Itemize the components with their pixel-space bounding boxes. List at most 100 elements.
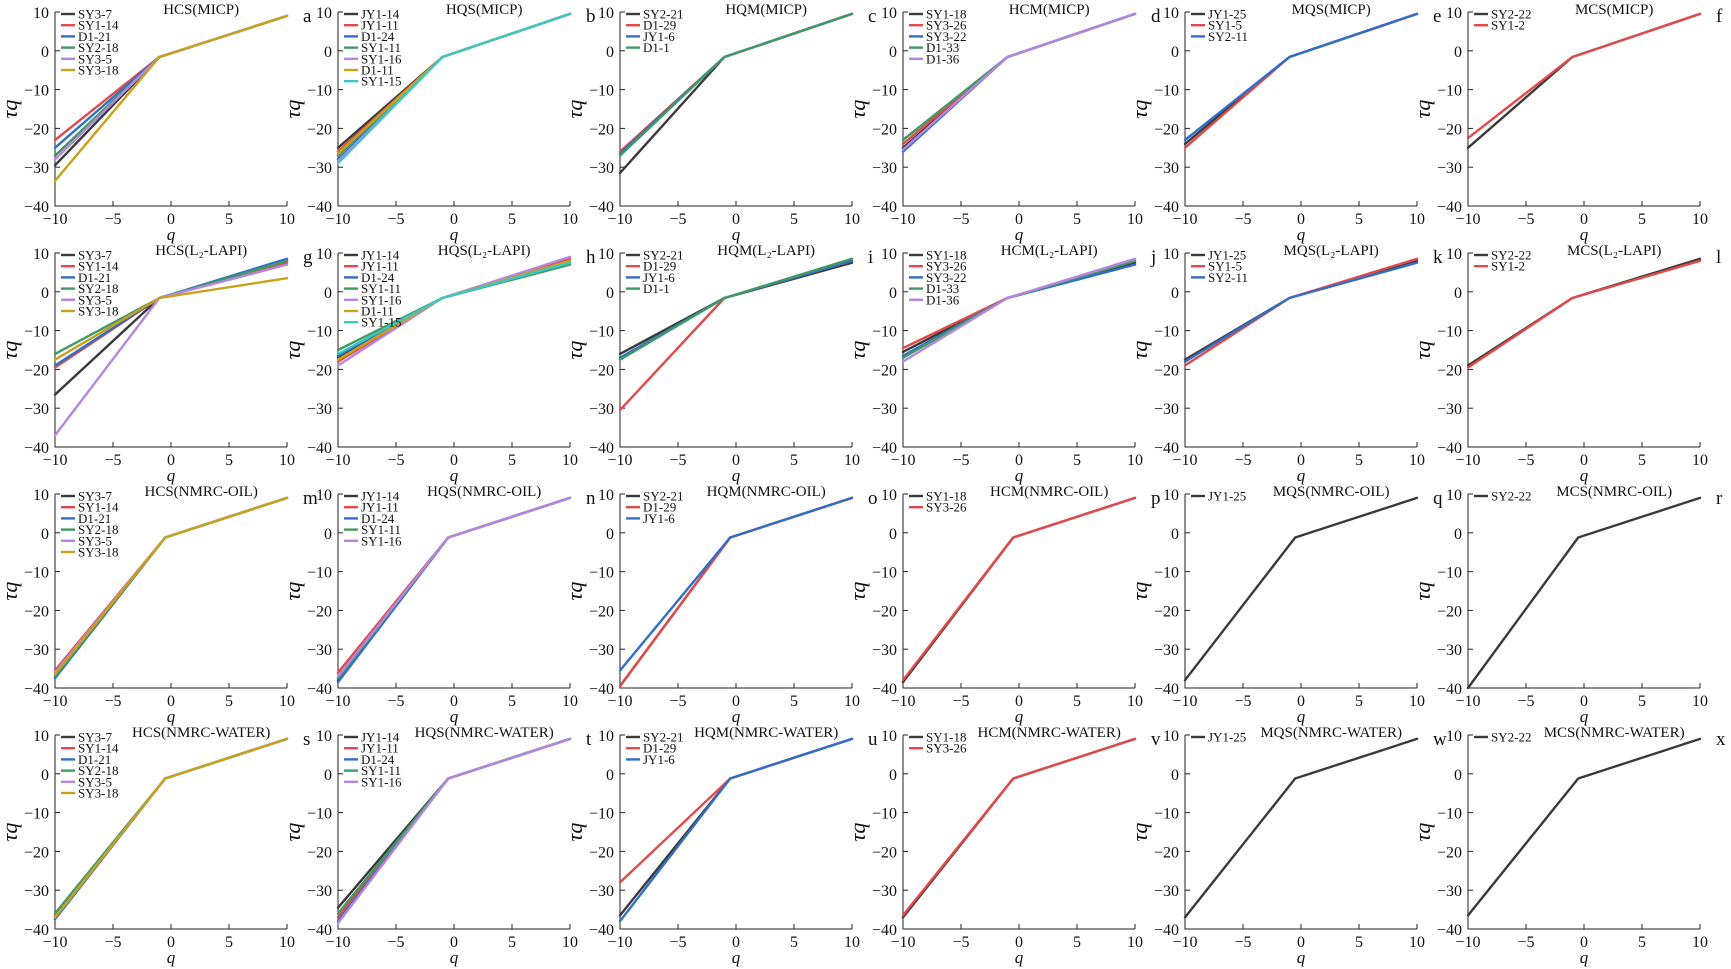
y-tick-label: −10 xyxy=(24,83,49,100)
x-tick-label: 10 xyxy=(1409,452,1425,469)
legend-label: D1-1 xyxy=(643,40,670,55)
series-line-SY1-16 xyxy=(336,737,572,925)
legend-label: D1-21 xyxy=(78,270,111,285)
y-tick-label: 0 xyxy=(1171,526,1179,543)
panel-title: MQS(NMRC-WATER) xyxy=(1260,725,1402,741)
legend-label: SY2-11 xyxy=(1208,29,1248,44)
panel-letter: m xyxy=(303,488,318,509)
legend-label: JY1-25 xyxy=(1208,489,1246,504)
y-tick-label: −30 xyxy=(872,883,897,900)
x-axis-label: q xyxy=(1297,707,1306,726)
y-tick-label: −30 xyxy=(589,160,614,177)
y-tick-label: 10 xyxy=(33,5,49,22)
x-axis-label: q xyxy=(1015,466,1024,485)
y-tick-label: 10 xyxy=(598,487,614,504)
legend-label: SY3-22 xyxy=(926,29,966,44)
panel-v: −40 −30 −20 −10 0 10 −10 −5 0 5 10 q τq HCM(NMRC-WATE… xyxy=(845,725,1161,967)
panel-letter: g xyxy=(303,247,313,268)
panel-letter: b xyxy=(586,6,596,27)
panel-title: HCS(MICP) xyxy=(163,2,239,18)
legend-label: JY1-6 xyxy=(643,29,675,44)
panel-d: −40 −30 −20 −10 0 10 −10 −5 0 5 10 q τq HCM(MICP) d SY1… xyxy=(845,2,1161,244)
y-tick-label: 10 xyxy=(881,487,897,504)
y-tick-label: −10 xyxy=(872,565,897,582)
panel-letter: x xyxy=(1716,729,1726,750)
legend-label: SY1-16 xyxy=(361,533,402,548)
legend-label: SY1-18 xyxy=(926,489,966,504)
legend-label: SY3-7 xyxy=(78,489,112,504)
series-line-JY1-25 xyxy=(1183,496,1419,682)
panel-i: −40 −30 −20 −10 0 10 −10 −5 0 5 10 q τq HQM(L₂-LAPI) i… xyxy=(562,243,873,485)
x-tick-label: 5 xyxy=(1355,452,1363,469)
y-tick-label: −30 xyxy=(1437,883,1462,900)
x-tick-label: −5 xyxy=(387,211,404,228)
legend-label: JY1-25 xyxy=(1208,7,1246,22)
x-tick-label: −10 xyxy=(607,934,632,951)
panel-letter: i xyxy=(868,247,873,268)
y-tick-label: 10 xyxy=(1446,728,1462,745)
legend-label: SY3-22 xyxy=(926,270,966,285)
x-tick-label: −10 xyxy=(1455,693,1480,710)
legend-label: D1-11 xyxy=(361,63,394,78)
x-tick-label: 0 xyxy=(450,211,458,228)
legend-label: SY1-15 xyxy=(361,74,401,89)
y-tick-label: −10 xyxy=(1154,806,1179,823)
y-tick-label: 0 xyxy=(41,526,49,543)
x-tick-label: 10 xyxy=(562,693,578,710)
panel-letter: t xyxy=(586,729,592,750)
series-line-SY1-18 xyxy=(901,737,1137,919)
x-tick-label: 5 xyxy=(225,934,233,951)
x-tick-label: 5 xyxy=(790,693,798,710)
x-tick-label: 10 xyxy=(562,934,578,951)
panel-s: −40 −30 −20 −10 0 10 −10 −5 0 5 10 q τq HCS(NMRC-WATE… xyxy=(0,725,310,967)
x-axis-label: q xyxy=(732,225,741,244)
y-axis-label: τq xyxy=(562,582,587,601)
legend-label: SY1-2 xyxy=(1491,18,1525,33)
x-tick-label: 5 xyxy=(1355,693,1363,710)
y-tick-label: −10 xyxy=(1437,83,1462,100)
y-tick-label: 0 xyxy=(889,526,897,543)
series-line-JY1-6 xyxy=(618,496,854,672)
x-tick-label: −10 xyxy=(1172,934,1197,951)
legend-label: SY3-7 xyxy=(78,7,112,22)
x-tick-label: −5 xyxy=(1517,211,1534,228)
x-tick-label: 10 xyxy=(844,211,860,228)
y-tick-label: −30 xyxy=(589,401,614,418)
panel-letter: q xyxy=(1433,488,1443,509)
y-tick-label: −20 xyxy=(307,362,332,379)
panel-title: HCM(NMRC-WATER) xyxy=(977,725,1120,741)
y-axis-label: τq xyxy=(0,100,22,119)
y-tick-label: −10 xyxy=(1154,324,1179,341)
panel-title: HQM(MICP) xyxy=(725,2,807,18)
panel-letter: e xyxy=(1433,6,1441,27)
series-line-SY1-15 xyxy=(336,12,572,165)
x-axis-label: q xyxy=(1580,466,1589,485)
y-tick-label: −30 xyxy=(872,642,897,659)
y-tick-label: −40 xyxy=(589,681,614,698)
legend-label: D1-11 xyxy=(361,304,394,319)
legend-label: SY3-5 xyxy=(78,533,112,548)
x-tick-label: 0 xyxy=(167,452,175,469)
y-tick-label: −30 xyxy=(1437,642,1462,659)
legend-label: JY1-25 xyxy=(1208,248,1246,263)
legend-label: SY3-5 xyxy=(78,774,112,789)
x-tick-label: 0 xyxy=(167,693,175,710)
y-tick-label: −10 xyxy=(1154,83,1179,100)
y-tick-label: −30 xyxy=(307,642,332,659)
panel-o: −40 −30 −20 −10 0 10 −10 −5 0 5 10 q τq HQM(NMRC-OIL)… xyxy=(562,484,878,726)
y-tick-label: 0 xyxy=(606,44,614,61)
y-tick-label: −30 xyxy=(872,401,897,418)
x-axis-label: q xyxy=(450,225,459,244)
series-line-SY1-18 xyxy=(901,496,1137,684)
panel-e: −40 −30 −20 −10 0 10 −10 −5 0 5 10 q τq MQS(MICP) e JY1… xyxy=(1127,2,1441,244)
panel-title: HCM(L₂-LAPI) xyxy=(1001,243,1098,259)
y-tick-label: −40 xyxy=(1154,681,1179,698)
y-tick-label: −30 xyxy=(589,642,614,659)
y-tick-label: −40 xyxy=(24,199,49,216)
legend-label: SY2-18 xyxy=(78,40,118,55)
x-tick-label: −10 xyxy=(890,211,915,228)
y-tick-label: −20 xyxy=(872,362,897,379)
y-axis-label: τq xyxy=(845,823,870,842)
y-tick-label: −20 xyxy=(872,844,897,861)
y-tick-label: −20 xyxy=(589,844,614,861)
